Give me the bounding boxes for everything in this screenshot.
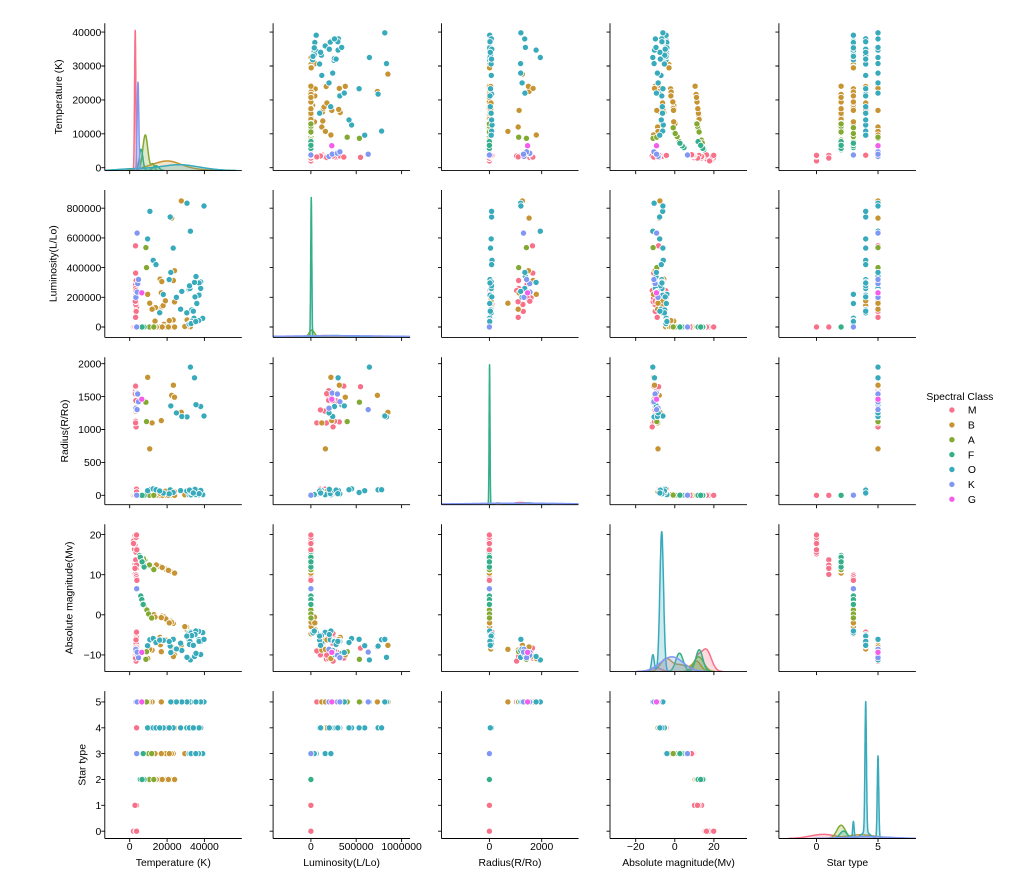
svg-text:Radius(R/Ro): Radius(R/Ro) <box>479 858 542 869</box>
svg-text:500000: 500000 <box>339 842 374 853</box>
svg-text:30000: 30000 <box>72 62 101 73</box>
svg-text:0: 0 <box>96 323 102 334</box>
svg-text:500: 500 <box>84 458 102 469</box>
svg-text:1000: 1000 <box>78 425 101 436</box>
svg-text:1: 1 <box>96 801 102 812</box>
svg-text:20000: 20000 <box>153 842 182 853</box>
svg-text:4: 4 <box>96 724 102 735</box>
svg-text:20000: 20000 <box>72 96 101 107</box>
svg-text:2000: 2000 <box>78 359 101 370</box>
svg-text:Spectral Class: Spectral Class <box>926 392 993 403</box>
svg-text:20: 20 <box>708 842 720 853</box>
svg-text:A: A <box>968 435 975 446</box>
svg-text:Star type: Star type <box>77 744 88 786</box>
svg-text:40000: 40000 <box>72 28 101 39</box>
svg-text:Temperature (K): Temperature (K) <box>136 858 211 869</box>
svg-text:0: 0 <box>96 611 102 622</box>
svg-text:600000: 600000 <box>67 234 102 245</box>
svg-text:0: 0 <box>96 163 102 174</box>
svg-text:5: 5 <box>96 698 102 709</box>
svg-text:0: 0 <box>487 842 493 853</box>
svg-text:0: 0 <box>127 842 133 853</box>
svg-text:400000: 400000 <box>67 263 102 274</box>
svg-text:−10: −10 <box>84 651 102 662</box>
svg-text:B: B <box>968 421 975 432</box>
svg-text:20: 20 <box>90 530 102 541</box>
svg-text:F: F <box>968 450 974 461</box>
svg-text:0: 0 <box>672 842 678 853</box>
svg-text:Temperature (K): Temperature (K) <box>54 59 65 134</box>
svg-text:Star type: Star type <box>827 858 869 869</box>
svg-text:Absolute magnitude(Mv): Absolute magnitude(Mv) <box>622 858 735 869</box>
svg-text:0: 0 <box>308 842 314 853</box>
svg-text:Luminosity(L/Lo): Luminosity(L/Lo) <box>48 225 59 302</box>
svg-text:−20: −20 <box>627 842 645 853</box>
svg-text:10: 10 <box>90 570 102 581</box>
svg-text:1500: 1500 <box>78 392 101 403</box>
svg-text:800000: 800000 <box>67 204 102 215</box>
svg-text:Luminosity(L/Lo): Luminosity(L/Lo) <box>303 858 380 869</box>
svg-text:0: 0 <box>814 842 820 853</box>
svg-text:O: O <box>968 465 976 476</box>
svg-text:5: 5 <box>875 842 881 853</box>
svg-text:200000: 200000 <box>67 293 102 304</box>
svg-text:1000000: 1000000 <box>381 842 422 853</box>
svg-text:40000: 40000 <box>190 842 219 853</box>
svg-text:10000: 10000 <box>72 130 101 141</box>
svg-text:K: K <box>968 480 975 491</box>
svg-text:G: G <box>968 495 976 506</box>
svg-text:Absolute magnitude(Mv): Absolute magnitude(Mv) <box>65 542 76 655</box>
svg-text:3: 3 <box>96 749 102 760</box>
svg-text:Radius(R/Ro): Radius(R/Ro) <box>60 400 71 463</box>
svg-text:0: 0 <box>96 491 102 502</box>
svg-text:M: M <box>968 406 977 417</box>
svg-text:0: 0 <box>96 827 102 838</box>
svg-text:2000: 2000 <box>530 842 553 853</box>
svg-text:2: 2 <box>96 775 102 786</box>
